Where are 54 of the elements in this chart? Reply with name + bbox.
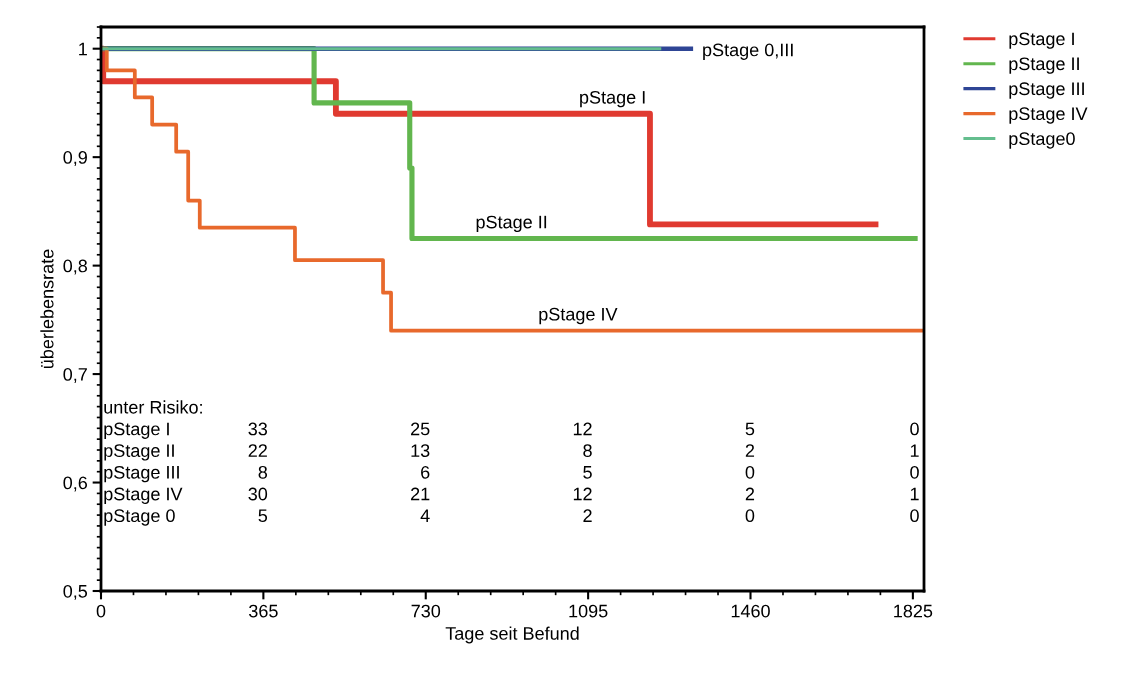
- annotation: 21: [411, 487, 430, 501]
- annotation: pStage III: [104, 465, 179, 483]
- legend-label: pStage I: [1009, 32, 1074, 49]
- y-axis-title: überlebensrate: [40, 249, 54, 368]
- annotation: 1: [910, 487, 919, 501]
- annotation: 6: [421, 465, 430, 479]
- annotation: 1: [910, 444, 919, 457]
- annotation: 5: [745, 422, 755, 436]
- annotation: 0: [910, 422, 919, 436]
- y-tick-label: 0,9: [63, 151, 87, 167]
- annotation: 2: [745, 444, 755, 457]
- annotation: 33: [248, 422, 268, 436]
- annotation: unter Risiko:: [104, 400, 202, 414]
- y-tick-label: 0,8: [63, 259, 88, 275]
- annotation: pStage 0: [104, 509, 175, 526]
- annotation: 13: [411, 444, 430, 458]
- x-tick-label: 365: [249, 604, 278, 618]
- annotation: 8: [583, 444, 592, 458]
- annotation: 12: [573, 487, 592, 501]
- legend-label: pStage II: [1009, 57, 1079, 74]
- legend-label: pStage0: [1009, 132, 1075, 149]
- x-tick-label: 1460: [731, 604, 770, 618]
- annotation: 22: [248, 444, 267, 457]
- annotation: pStage IV: [104, 487, 183, 504]
- x-tick-label: 1825: [894, 604, 933, 618]
- annotation: pStage II: [104, 444, 174, 461]
- annotation: 2: [583, 509, 592, 522]
- x-tick-label: 730: [411, 604, 441, 618]
- annotation: 4: [420, 509, 430, 522]
- y-tick-label: 0,6: [63, 476, 88, 492]
- y-tick-label: 0,7: [63, 368, 87, 383]
- annotation: pStage IV: [539, 307, 618, 325]
- annotation: 0: [910, 509, 919, 523]
- y-tick-label: 1: [79, 42, 87, 56]
- annotation: 2: [745, 487, 755, 501]
- annotation: 0: [745, 509, 755, 523]
- x-tick-label: 0: [96, 604, 106, 618]
- annotation: 12: [573, 422, 592, 436]
- y-tick-label: 0,5: [63, 584, 88, 600]
- annotation: 5: [258, 509, 268, 523]
- annotation: 30: [248, 487, 268, 501]
- annotation: 5: [583, 466, 592, 479]
- x-tick-label: 1095: [569, 604, 608, 618]
- annotation: pStage I: [104, 422, 169, 439]
- annotation: pStage I: [580, 90, 645, 108]
- annotation: 25: [411, 422, 430, 436]
- legend-label: pStage III: [1009, 82, 1084, 99]
- annotation: 0: [745, 465, 755, 479]
- annotation: pStage II: [476, 215, 547, 232]
- x-axis-title: Tage seit Befund: [445, 626, 579, 644]
- legend-label: pStage IV: [1009, 107, 1088, 124]
- annotation: 8: [258, 465, 268, 479]
- annotation: pStage 0,III: [703, 43, 793, 60]
- annotation: 0: [910, 465, 919, 479]
